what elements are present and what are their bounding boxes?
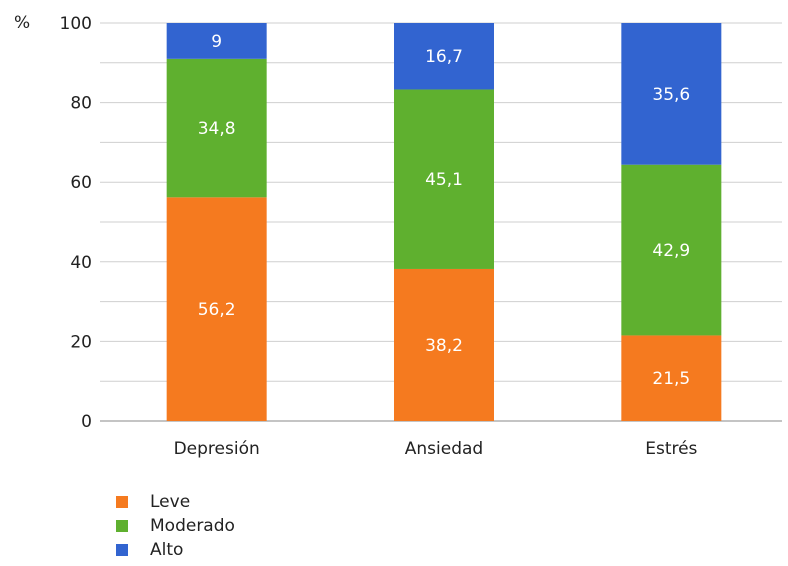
bar-value-label: 9 xyxy=(211,32,222,52)
bar-segment-alto xyxy=(166,23,267,59)
bar-value-label: 34,8 xyxy=(198,119,236,139)
bars: 56,2 34,8 9 38,2 45,1 16,7 21,5 42,9 35,6 xyxy=(166,23,722,421)
x-axis-category-labels: Depresión Ansiedad Estrés xyxy=(174,439,698,459)
x-category-label: Depresión xyxy=(174,439,260,459)
bar-segment-leve xyxy=(166,197,267,421)
stacked-bar-chart: % 0 20 40 60 80 100 56,2 34,8 9 38,2 45,1 16,7 21,5… xyxy=(14,13,782,459)
y-tick-label: 100 xyxy=(60,14,92,34)
bar-segment-alto xyxy=(394,23,494,90)
bar-segment-leve xyxy=(621,335,722,421)
y-tick-label: 0 xyxy=(81,412,92,432)
bar-value-label: 38,2 xyxy=(425,336,463,356)
legend: Leve Moderado Alto xyxy=(116,490,235,562)
legend-label: Leve xyxy=(150,492,191,512)
bar-value-label: 16,7 xyxy=(425,47,463,67)
legend-label: Alto xyxy=(150,540,184,560)
y-tick-label: 40 xyxy=(70,253,92,273)
x-category-label: Ansiedad xyxy=(405,439,483,459)
bar-value-label: 45,1 xyxy=(425,170,463,190)
legend-swatch xyxy=(116,496,128,508)
x-category-label: Estrés xyxy=(645,439,697,459)
legend-swatch xyxy=(116,520,128,532)
y-tick-label: 60 xyxy=(70,173,92,193)
bar-segment-moderado xyxy=(394,89,494,269)
bar-value-label: 56,2 xyxy=(198,300,236,320)
bar-value-label: 21,5 xyxy=(652,369,690,389)
legend-item-moderado: Moderado xyxy=(116,514,235,538)
y-axis-unit-label: % xyxy=(14,13,30,33)
bar-value-label: 42,9 xyxy=(652,241,690,261)
y-axis-tick-labels: 0 20 40 60 80 100 xyxy=(60,14,92,432)
legend-swatch xyxy=(116,544,128,556)
y-tick-label: 20 xyxy=(70,332,92,352)
legend-item-alto: Alto xyxy=(116,538,235,562)
y-tick-label: 80 xyxy=(70,94,92,114)
bar-value-label: 35,6 xyxy=(652,85,690,105)
bar-segment-moderado xyxy=(621,164,722,336)
bar-segment-leve xyxy=(394,268,494,421)
legend-item-leve: Leve xyxy=(116,490,235,514)
bar-segment-moderado xyxy=(166,58,267,198)
legend-label: Moderado xyxy=(150,516,235,536)
bar-segment-alto xyxy=(621,23,722,165)
